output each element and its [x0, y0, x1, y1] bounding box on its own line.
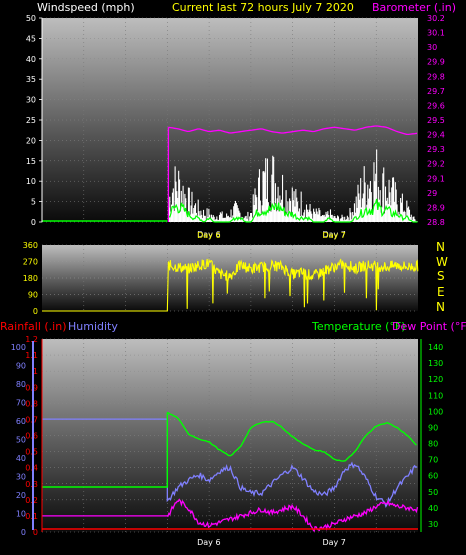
humidity-line: [42, 418, 418, 509]
humidity-tick-label: 100: [11, 343, 26, 352]
rain-tick-label: 0.2: [25, 496, 38, 505]
barometer-tick-label: 29.8: [427, 72, 445, 81]
day-label: Day 7: [322, 230, 345, 239]
barometer-tick-label: 30.1: [427, 29, 445, 38]
temperature-tick-label: 70: [428, 456, 438, 465]
wind-tick-label: 30: [26, 96, 36, 105]
day-label: Day 7: [322, 538, 345, 547]
barometer-tick-label: 29.3: [427, 145, 445, 154]
rain-tick-label: 1.2: [25, 335, 38, 344]
chart-title: Current last 72 hours July 7 2020: [172, 1, 354, 14]
humidity-tick-label: 30: [16, 473, 26, 482]
rain-tick-label: 0.9: [25, 383, 38, 392]
humidity-tick-label: 10: [16, 510, 26, 519]
compass-e: E: [437, 285, 445, 299]
rain-tick-label: 0: [33, 528, 38, 537]
temperature-tick-label: 140: [428, 343, 443, 352]
humidity-tick-label: 50: [16, 436, 26, 445]
humidity-tick-label: 90: [16, 362, 26, 371]
dewpoint-line: [42, 498, 419, 533]
wind-tick-label: 15: [26, 157, 36, 166]
humidity-tick-label: 40: [16, 454, 26, 463]
barometer-line: [168, 125, 418, 136]
barometer-tick-label: 29: [427, 189, 437, 198]
gust-line: [168, 198, 418, 223]
barometer-tick-label: 29.5: [427, 116, 445, 125]
wind-tick-label: 10: [26, 177, 36, 186]
barometer-tick-label: 29.4: [427, 131, 445, 140]
rain-tick-label: 0.5: [25, 448, 38, 457]
temperature-tick-label: 40: [428, 504, 438, 513]
day-label: Day 6: [197, 231, 220, 240]
humidity-tick-label: 20: [16, 491, 26, 500]
wind-axis-title: Windspeed (mph): [37, 1, 135, 14]
compass-w: W: [436, 255, 448, 269]
barometer-tick-label: 30: [427, 43, 437, 52]
day-label: Day 7: [322, 231, 345, 240]
wind-direction-line: [42, 258, 419, 312]
rain-tick-label: 1: [33, 367, 38, 376]
compass-s: S: [437, 269, 445, 283]
wind-tick-label: 20: [26, 136, 36, 145]
series-layer: [42, 125, 419, 533]
temperature-tick-label: 90: [428, 423, 438, 432]
rain-tick-label: 1.1: [25, 351, 38, 360]
compass-n-top: N: [436, 240, 445, 254]
temperature-tick-label: 80: [428, 440, 438, 449]
barometer-tick-label: 29.1: [427, 174, 445, 183]
gridlines: [42, 17, 418, 533]
barometer-tick-label: 29.6: [427, 101, 445, 110]
temperature-tick-label: 60: [428, 472, 438, 481]
wind-tick-label: 0: [31, 218, 36, 227]
rain-tick-label: 0.3: [25, 480, 38, 489]
humidity-tick-label: 70: [16, 399, 26, 408]
rain-tick-label: 0.7: [25, 415, 38, 424]
barometer-tick-label: 28.8: [427, 218, 445, 227]
temperature-tick-label: 110: [428, 391, 443, 400]
temperature-axis-title: Temperature (°F): [311, 320, 406, 333]
dewpoint-axis-title: Dew Point (°F): [392, 320, 466, 333]
barometer-tick-label: 30.2: [427, 14, 445, 23]
tick-labels: Day 6 Day 70510152025303540455028.828.929…: [11, 14, 445, 547]
wind-tick-label: 50: [26, 14, 36, 23]
direction-tick-label: 0: [33, 307, 38, 316]
rain-tick-label: 0.4: [25, 464, 38, 473]
barometer-tick-label: 28.9: [427, 203, 445, 212]
direction-tick-label: 360: [23, 241, 38, 250]
temperature-tick-label: 130: [428, 359, 443, 368]
temperature-line: [42, 411, 417, 488]
rainfall-axis-title: Rainfall (.in): [0, 320, 67, 333]
barometer-tick-label: 29.2: [427, 160, 445, 169]
day-label: Day 6: [197, 230, 220, 239]
direction-tick-label: 180: [23, 274, 38, 283]
temperature-tick-label: 100: [428, 407, 443, 416]
rain-tick-label: 0.6: [25, 432, 38, 441]
barometer-axis-title: Barometer (.in): [372, 1, 456, 14]
temperature-tick-label: 50: [428, 488, 438, 497]
wind-tick-label: 40: [26, 55, 36, 64]
barometer-tick-label: 29.7: [427, 87, 445, 96]
barometer-tick-label: 29.9: [427, 58, 445, 67]
compass-n-bottom: N: [436, 300, 445, 314]
temperature-tick-label: 30: [428, 520, 438, 529]
rain-tick-label: 0.8: [25, 399, 38, 408]
day-label: Day 6: [197, 538, 220, 547]
wind-tick-label: 35: [26, 75, 36, 84]
direction-tick-label: 90: [28, 291, 38, 300]
humidity-axis-title: Humidity: [68, 320, 118, 333]
wind-tick-label: 45: [26, 34, 36, 43]
wind-tick-label: 25: [26, 116, 36, 125]
humidity-tick-label: 80: [16, 380, 26, 389]
humidity-tick-label: 60: [16, 417, 26, 426]
humidity-tick-label: 0: [21, 528, 26, 537]
rain-tick-label: 0.1: [25, 512, 38, 521]
wind-tick-label: 5: [31, 198, 36, 207]
temperature-tick-label: 120: [428, 375, 443, 384]
direction-tick-label: 270: [23, 258, 38, 267]
